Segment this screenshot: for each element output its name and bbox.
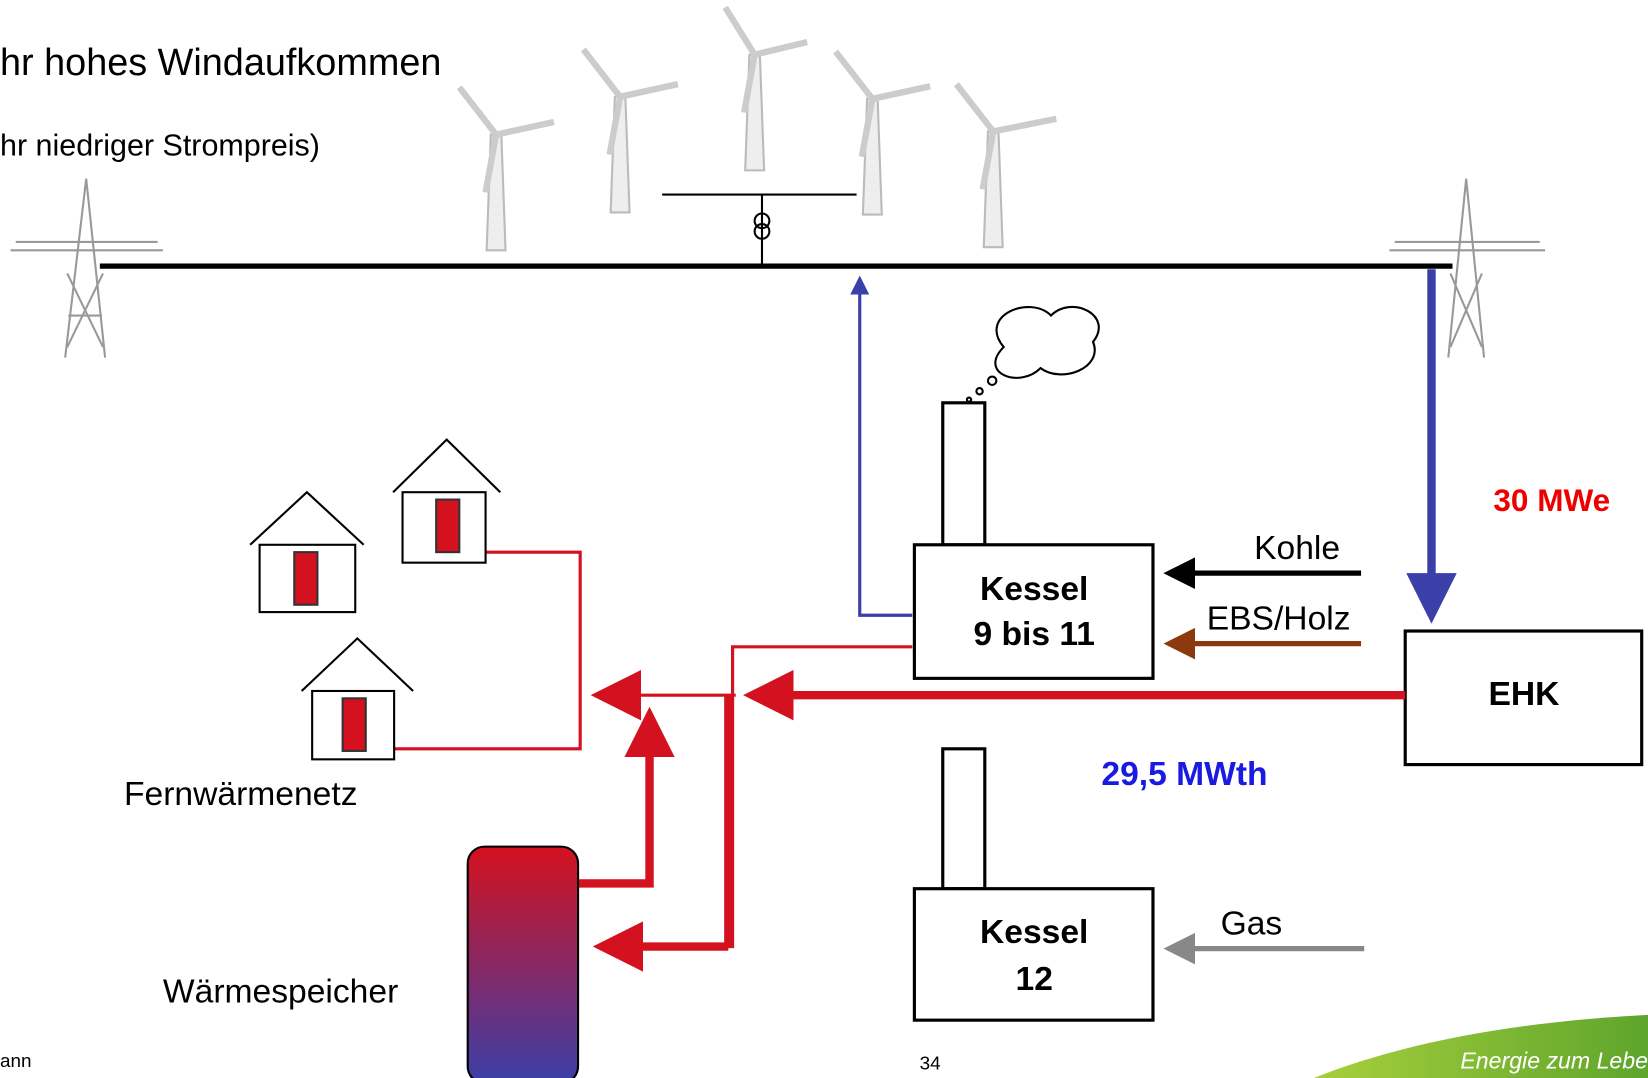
header-line: hr niedriger Strompreis) — [0, 128, 320, 162]
transformer — [662, 193, 857, 267]
houses — [249, 438, 502, 761]
node-label: EHK — [1488, 676, 1559, 713]
wind-turbines — [456, 5, 1057, 252]
annotation: 29,5 MWth — [1101, 756, 1267, 793]
page-number: 34 — [920, 1053, 941, 1074]
node-label: Kessel — [980, 571, 1088, 608]
network-label: Fernwärmenetz — [124, 776, 358, 813]
pylons — [10, 178, 1545, 358]
node-label: Kessel — [980, 914, 1088, 951]
electric-feed — [850, 275, 913, 617]
storage-tank — [466, 845, 580, 1078]
node-label: 9 bis 11 — [973, 616, 1094, 653]
heat-network — [394, 550, 1406, 972]
fuel-label: Gas — [1221, 905, 1283, 942]
boilers — [912, 305, 1644, 1022]
storage-label: Wärmespeicher — [163, 974, 398, 1011]
footer-swoosh — [1313, 1014, 1648, 1078]
slogan: Energie zum Lebe — [1460, 1047, 1648, 1073]
header-line: hr hohes Windaufkommen — [0, 42, 441, 84]
node-label: 12 — [1016, 961, 1053, 998]
annotation: 30 MWe — [1493, 482, 1610, 518]
fuel-label: Kohle — [1254, 530, 1340, 567]
fuel-label: EBS/Holz — [1207, 600, 1351, 637]
footer-left: ann — [0, 1051, 32, 1072]
